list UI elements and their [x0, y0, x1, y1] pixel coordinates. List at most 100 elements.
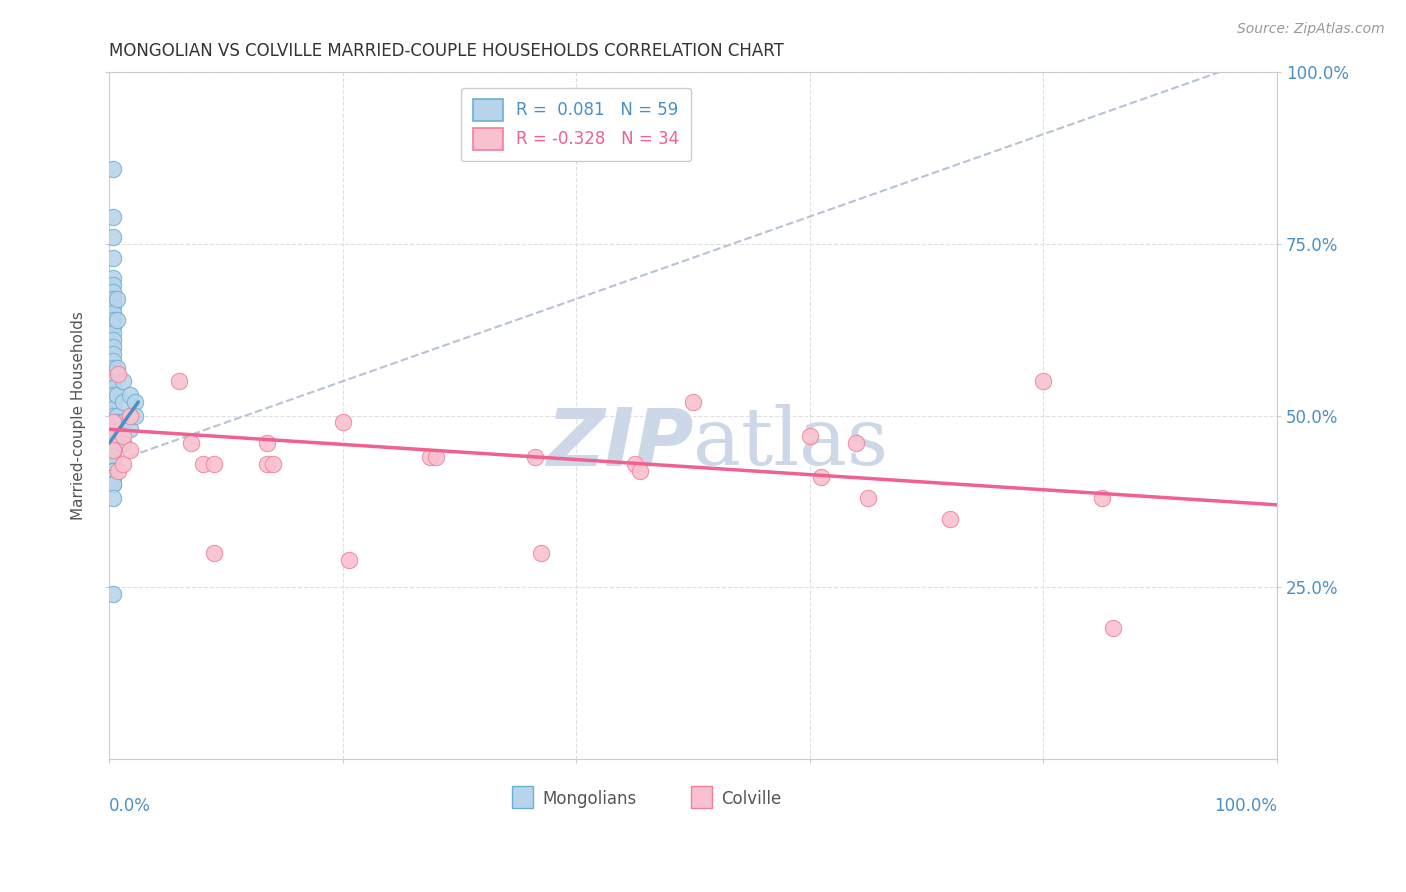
Point — [810, 470, 832, 484]
Point — [337, 553, 360, 567]
Point — [332, 416, 354, 430]
Point — [101, 401, 124, 416]
Point — [101, 436, 124, 450]
Point — [120, 388, 142, 402]
Point — [167, 374, 190, 388]
Point — [101, 161, 124, 176]
FancyBboxPatch shape — [512, 786, 533, 808]
Text: Colville: Colville — [721, 789, 782, 807]
Point — [939, 511, 962, 525]
Point — [112, 429, 135, 443]
Point — [256, 457, 278, 471]
Point — [101, 457, 124, 471]
Point — [124, 409, 146, 423]
Text: Source: ZipAtlas.com: Source: ZipAtlas.com — [1237, 22, 1385, 37]
Point — [120, 409, 142, 423]
Point — [623, 457, 645, 471]
Point — [101, 271, 124, 285]
Point — [107, 368, 129, 382]
Point — [101, 285, 124, 299]
Point — [101, 319, 124, 334]
Point — [101, 436, 124, 450]
Point — [101, 278, 124, 293]
Point — [105, 312, 128, 326]
Point — [845, 436, 868, 450]
Point — [191, 457, 214, 471]
Point — [1091, 491, 1114, 505]
Point — [101, 353, 124, 368]
Point — [101, 463, 124, 477]
Point — [101, 429, 124, 443]
Point — [120, 422, 142, 436]
Point — [101, 312, 124, 326]
Point — [101, 347, 124, 361]
Point — [112, 457, 135, 471]
Text: 0.0%: 0.0% — [110, 797, 150, 814]
Point — [101, 416, 124, 430]
Point — [101, 491, 124, 505]
Point — [101, 429, 124, 443]
Point — [682, 395, 704, 409]
Point — [799, 429, 821, 443]
Point — [101, 251, 124, 265]
Point — [101, 340, 124, 354]
Point — [101, 450, 124, 464]
Point — [256, 436, 278, 450]
Point — [101, 477, 124, 491]
Text: 100.0%: 100.0% — [1213, 797, 1277, 814]
FancyBboxPatch shape — [690, 786, 711, 808]
Point — [101, 587, 124, 601]
Point — [856, 491, 879, 505]
Point — [101, 395, 124, 409]
Point — [101, 422, 124, 436]
Point — [101, 450, 124, 464]
Point — [101, 477, 124, 491]
Point — [112, 374, 135, 388]
Point — [112, 395, 135, 409]
Point — [101, 409, 124, 423]
Point — [101, 470, 124, 484]
Point — [112, 436, 135, 450]
Point — [105, 409, 128, 423]
Point — [1032, 374, 1054, 388]
Point — [524, 450, 547, 464]
Point — [101, 230, 124, 244]
Y-axis label: Married-couple Households: Married-couple Households — [72, 311, 86, 520]
Point — [101, 457, 124, 471]
Point — [101, 442, 124, 457]
Point — [101, 333, 124, 347]
Point — [120, 442, 142, 457]
Point — [180, 436, 202, 450]
Point — [425, 450, 447, 464]
Point — [202, 457, 225, 471]
Point — [101, 381, 124, 395]
Point — [101, 368, 124, 382]
Point — [262, 457, 284, 471]
Point — [530, 546, 553, 560]
Text: ZIP: ZIP — [546, 404, 693, 482]
Text: Mongolians: Mongolians — [543, 789, 637, 807]
Point — [101, 360, 124, 375]
Point — [124, 395, 146, 409]
Point — [105, 416, 128, 430]
Point — [1102, 621, 1125, 635]
Point — [628, 463, 651, 477]
Point — [101, 470, 124, 484]
Point — [105, 388, 128, 402]
Point — [107, 463, 129, 477]
Point — [101, 299, 124, 313]
Point — [101, 210, 124, 224]
Point — [120, 409, 142, 423]
Text: atlas: atlas — [693, 404, 889, 482]
Point — [202, 546, 225, 560]
Point — [101, 463, 124, 477]
Legend: R =  0.081   N = 59, R = -0.328   N = 34: R = 0.081 N = 59, R = -0.328 N = 34 — [461, 87, 692, 161]
Point — [101, 306, 124, 320]
Point — [419, 450, 441, 464]
Point — [101, 374, 124, 388]
Point — [101, 429, 124, 443]
Point — [101, 442, 124, 457]
Point — [101, 292, 124, 306]
Point — [101, 416, 124, 430]
Point — [101, 326, 124, 341]
